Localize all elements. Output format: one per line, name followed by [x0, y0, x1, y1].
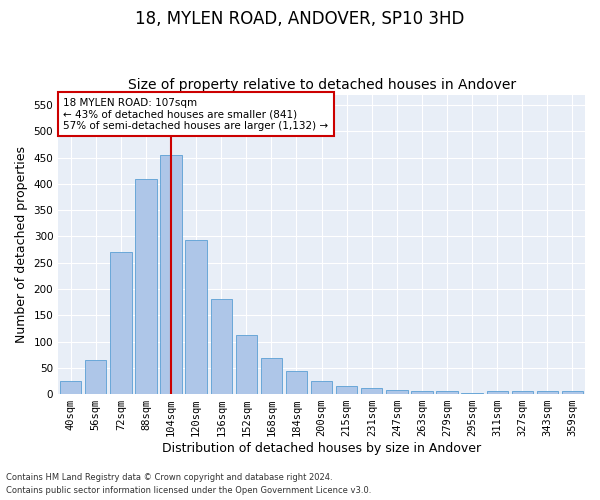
Bar [136, 178, 157, 394]
Title: Size of property relative to detached houses in Andover: Size of property relative to detached ho… [128, 78, 515, 92]
Bar [160, 155, 182, 394]
Bar [562, 392, 583, 394]
Bar [261, 358, 282, 394]
Bar [361, 388, 382, 394]
Bar [436, 392, 458, 394]
Y-axis label: Number of detached properties: Number of detached properties [15, 146, 28, 343]
Text: Contains HM Land Registry data © Crown copyright and database right 2024.
Contai: Contains HM Land Registry data © Crown c… [6, 474, 371, 495]
Bar [336, 386, 358, 394]
Bar [286, 372, 307, 394]
Bar [85, 360, 106, 394]
Bar [185, 240, 207, 394]
Bar [236, 334, 257, 394]
Bar [60, 381, 82, 394]
Bar [411, 391, 433, 394]
Bar [537, 392, 558, 394]
Bar [311, 381, 332, 394]
Bar [461, 392, 483, 394]
Bar [386, 390, 407, 394]
Text: 18 MYLEN ROAD: 107sqm
← 43% of detached houses are smaller (841)
57% of semi-det: 18 MYLEN ROAD: 107sqm ← 43% of detached … [64, 98, 329, 131]
Bar [512, 392, 533, 394]
Text: 18, MYLEN ROAD, ANDOVER, SP10 3HD: 18, MYLEN ROAD, ANDOVER, SP10 3HD [136, 10, 464, 28]
Bar [211, 300, 232, 394]
Bar [487, 391, 508, 394]
Bar [110, 252, 131, 394]
X-axis label: Distribution of detached houses by size in Andover: Distribution of detached houses by size … [162, 442, 481, 455]
